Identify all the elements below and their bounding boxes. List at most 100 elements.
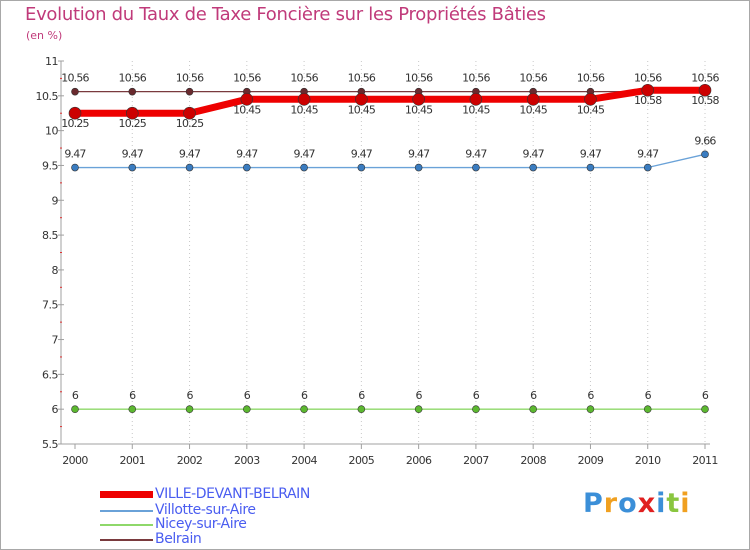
data-point-villotte-sur-aire (300, 163, 308, 172)
chart-title: Evolution du Taux de Taxe Foncière sur l… (25, 4, 546, 25)
data-label-belrain: 10.56 (233, 72, 261, 85)
legend-item-belrain[interactable]: Belrain (100, 531, 360, 548)
data-label-ville-devant-belrain: 10.58 (634, 94, 662, 107)
data-label-ville-devant-belrain: 10.25 (119, 117, 147, 130)
y-tick-label: 8 (52, 264, 59, 277)
axes: 5.5 6 6.5 7 7.5 8 8.5 9 9.5 10 10.5 11 2000 2001 2002 2… (36, 55, 719, 467)
legend-label: Nicey-sur-Aire (155, 516, 247, 532)
data-label-nicey-sur-aire: 6 (129, 389, 136, 402)
legend-swatch (100, 510, 153, 512)
logo-letter: t (666, 488, 681, 519)
data-point-nicey-sur-aire (586, 405, 595, 413)
data-label-villotte-sur-aire: 9.47 (293, 148, 315, 161)
legend-item-nicey-sur-aire[interactable]: Nicey-sur-Aire (100, 516, 360, 533)
y-tick-label: 7 (52, 334, 59, 347)
data-label-villotte-sur-aire: 9.47 (122, 148, 144, 161)
data-point-villotte-sur-aire (586, 163, 595, 172)
data-point-ville-devant-belrain (125, 106, 139, 120)
x-tick-label: 2005 (349, 454, 375, 467)
series-lines (68, 83, 712, 413)
data-point-belrain (185, 87, 194, 96)
y-tick-label: 6 (52, 403, 59, 416)
data-point-nicey-sur-aire (472, 405, 480, 413)
x-tick-label: 2009 (578, 454, 604, 467)
logo-letter: x (637, 488, 657, 519)
data-label-belrain: 10.56 (119, 72, 147, 85)
data-label-belrain: 10.56 (176, 72, 204, 85)
data-point-nicey-sur-aire (529, 405, 537, 413)
x-tick-label: 2006 (406, 454, 432, 467)
legend-label: Villotte-sur-Aire (155, 502, 256, 518)
legend-item-ville-devant-belrain[interactable]: VILLE-DEVANT-BELRAIN (100, 486, 360, 503)
y-tick-label: 7.5 (42, 299, 58, 312)
logo-letter: P (583, 488, 604, 519)
y-tick-label: 11 (45, 55, 58, 68)
chart-unit-label: (en %) (26, 29, 63, 42)
data-label-ville-devant-belrain: 10.45 (405, 103, 433, 116)
data-label-nicey-sur-aire: 6 (702, 389, 709, 402)
data-label-ville-devant-belrain: 10.45 (462, 103, 490, 116)
y-tick-label: 9.5 (42, 159, 58, 172)
data-label-ville-devant-belrain: 10.25 (61, 117, 89, 130)
data-point-nicey-sur-aire (357, 405, 366, 413)
x-tick-label: 2007 (463, 454, 489, 467)
data-point-nicey-sur-aire (185, 405, 194, 413)
data-point-ville-devant-belrain (698, 83, 712, 97)
x-tick-label: 2003 (234, 454, 260, 467)
data-label-belrain: 10.56 (61, 72, 89, 85)
data-point-villotte-sur-aire (128, 163, 137, 172)
y-tick-label: 9 (52, 194, 59, 207)
data-point-villotte-sur-aire (243, 163, 251, 172)
data-label-villotte-sur-aire: 9.47 (64, 148, 86, 161)
data-label-belrain: 10.56 (290, 72, 318, 85)
data-point-villotte-sur-aire (71, 163, 79, 172)
data-point-belrain (128, 87, 137, 96)
y-tick-label: 5.5 (42, 438, 58, 451)
y-tick-label: 8.5 (42, 229, 58, 242)
data-label-belrain: 10.56 (691, 72, 719, 85)
data-label-belrain: 10.56 (519, 72, 547, 85)
x-tick-label: 2011 (692, 454, 718, 467)
data-label-villotte-sur-aire: 9.47 (236, 148, 258, 161)
data-point-ville-devant-belrain (355, 93, 368, 106)
logo-letter: o (618, 488, 638, 519)
data-label-villotte-sur-aire: 9.47 (523, 148, 545, 161)
legend-swatch (100, 491, 153, 498)
y-tick-label: 10.5 (36, 90, 59, 103)
data-point-nicey-sur-aire (71, 405, 79, 413)
data-point-nicey-sur-aire (701, 405, 709, 413)
gridlines (131, 61, 706, 444)
data-label-villotte-sur-aire: 9.47 (465, 148, 487, 161)
data-point-ville-devant-belrain (526, 93, 540, 106)
data-point-ville-devant-belrain (297, 93, 311, 106)
data-point-nicey-sur-aire (128, 405, 137, 413)
logo-letter: i (656, 488, 667, 519)
legend-item-villotte-sur-aire[interactable]: Villotte-sur-Aire (100, 502, 360, 519)
data-label-villotte-sur-aire: 9.47 (179, 148, 201, 161)
logo-letter: i (680, 488, 691, 519)
data-point-villotte-sur-aire (643, 163, 652, 172)
data-point-ville-devant-belrain (68, 106, 82, 120)
data-point-ville-devant-belrain (469, 93, 483, 106)
data-point-ville-devant-belrain (412, 93, 425, 106)
data-label-ville-devant-belrain: 10.45 (290, 103, 318, 116)
series-line-villotte-sur-aire (75, 153, 706, 169)
data-point-belrain (71, 87, 79, 96)
x-tick-label: 2008 (520, 454, 546, 467)
y-tick-label: 10 (45, 125, 58, 138)
x-tick-label: 2002 (177, 454, 203, 467)
data-label-ville-devant-belrain: 10.45 (348, 103, 376, 116)
data-point-nicey-sur-aire (300, 405, 308, 413)
data-label-ville-devant-belrain: 10.25 (176, 117, 204, 130)
data-label-nicey-sur-aire: 6 (587, 389, 594, 402)
data-label-nicey-sur-aire: 6 (530, 389, 537, 402)
data-label-ville-devant-belrain: 10.45 (233, 103, 261, 116)
data-label-ville-devant-belrain: 10.45 (519, 103, 547, 116)
data-point-villotte-sur-aire (414, 163, 423, 172)
legend-swatch (100, 524, 153, 526)
data-label-nicey-sur-aire: 6 (416, 389, 423, 402)
data-point-ville-devant-belrain (183, 106, 196, 120)
data-point-villotte-sur-aire (185, 163, 194, 172)
x-tick-label: 2001 (119, 454, 145, 467)
